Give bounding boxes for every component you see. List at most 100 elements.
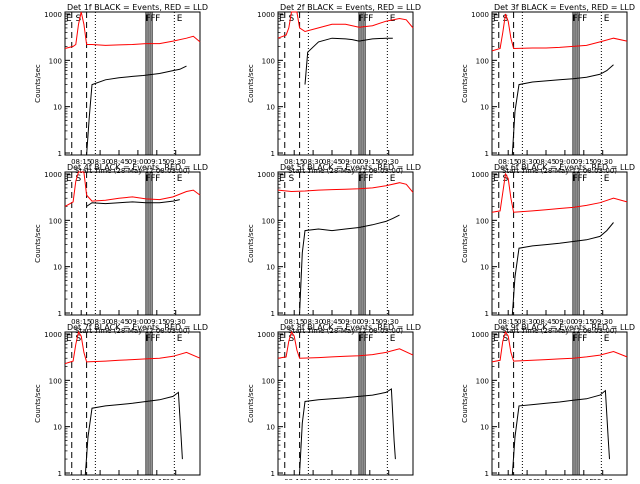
chart-title: Det 8f BLACK = Events, RED = LLD bbox=[280, 323, 421, 332]
segment-label: F bbox=[150, 174, 155, 184]
segment-label: F bbox=[573, 14, 578, 24]
segment-label: F bbox=[359, 174, 364, 184]
y-axis-label: Counts/sec bbox=[247, 64, 255, 103]
y-tick-label: 1000 bbox=[257, 331, 275, 339]
y-tick-label: 1 bbox=[58, 310, 62, 318]
plot-frame bbox=[277, 171, 414, 316]
y-tick-label: 1 bbox=[485, 150, 489, 158]
y-axis-label: Counts/sec bbox=[34, 384, 42, 423]
chart-panel: Det 4f BLACK = Events, RED = LLD 1 10 100 10… bbox=[34, 163, 208, 335]
y-tick-label: 1000 bbox=[471, 11, 489, 19]
series-line-lld bbox=[277, 182, 414, 193]
plot-frame bbox=[491, 331, 628, 476]
chart-title: Det 2f BLACK = Events, RED = LLD bbox=[280, 3, 421, 12]
x-tick-label: 08:45 bbox=[322, 318, 342, 326]
plot-frame bbox=[64, 11, 201, 156]
x-tick-label: 09:00 bbox=[341, 158, 361, 166]
y-tick-label: 1000 bbox=[44, 171, 62, 179]
x-tick-label: 08:45 bbox=[322, 158, 342, 166]
x-axis-label: Start Time (28-May-12 08:03:00) bbox=[502, 167, 617, 175]
y-tick-label: 1 bbox=[271, 470, 275, 478]
x-tick-label: 09:00 bbox=[555, 158, 575, 166]
y-axis-label: Counts/sec bbox=[247, 224, 255, 263]
x-axis-label: Start Time (28-May-12 08:03:00) bbox=[502, 327, 617, 335]
segment-label: E bbox=[604, 14, 610, 24]
segment-label: S bbox=[288, 334, 294, 344]
y-tick-label: 100 bbox=[476, 377, 489, 385]
segment-label: F bbox=[359, 334, 364, 344]
segment-label: S bbox=[75, 334, 81, 344]
x-tick-label: 08:15 bbox=[498, 318, 518, 326]
series-line-events bbox=[86, 199, 180, 207]
y-axis-label: Counts/sec bbox=[461, 64, 469, 103]
x-tick-label: 08:45 bbox=[109, 158, 129, 166]
series-line-lld bbox=[277, 11, 414, 39]
x-tick-label: 09:15 bbox=[360, 318, 380, 326]
y-tick-label: 10 bbox=[53, 424, 62, 432]
segment-label: F bbox=[155, 14, 160, 24]
segment-label: E bbox=[66, 334, 72, 344]
chart-title: Det 4f BLACK = Events, RED = LLD bbox=[67, 163, 208, 172]
segment-label: E bbox=[390, 174, 396, 184]
segment-label: F bbox=[582, 14, 587, 24]
segment-label: F bbox=[146, 174, 151, 184]
segment-label: E bbox=[177, 174, 183, 184]
y-tick-label: 10 bbox=[53, 264, 62, 272]
segment-label: F bbox=[363, 334, 368, 344]
series-line-lld bbox=[491, 13, 628, 52]
x-tick-label: 09:30 bbox=[593, 158, 613, 166]
segment-label: S bbox=[288, 14, 294, 24]
plot-frame bbox=[64, 171, 201, 316]
segment-label: E bbox=[604, 174, 610, 184]
series-line-lld bbox=[64, 330, 201, 365]
x-tick-label: 09:30 bbox=[379, 158, 399, 166]
series-line-lld bbox=[277, 330, 414, 359]
segment-label: S bbox=[75, 14, 81, 24]
segment-label: F bbox=[363, 14, 368, 24]
y-tick-label: 10 bbox=[266, 264, 275, 272]
series-line-events bbox=[84, 391, 183, 476]
y-axis-label: Counts/sec bbox=[247, 384, 255, 423]
segment-label: E bbox=[279, 174, 285, 184]
y-tick-label: 1 bbox=[485, 310, 489, 318]
segment-label: F bbox=[146, 14, 151, 24]
segment-label: E bbox=[493, 174, 499, 184]
y-tick-label: 100 bbox=[476, 217, 489, 225]
segment-label: S bbox=[75, 174, 81, 184]
segment-label: S bbox=[288, 174, 294, 184]
segment-label: E bbox=[390, 334, 396, 344]
series-line-events bbox=[511, 64, 614, 156]
series-line-events bbox=[304, 37, 393, 85]
chart-panel: Det 1f BLACK = Events, RED = LLD 1 10 100 10… bbox=[34, 3, 208, 175]
segment-label: F bbox=[368, 174, 373, 184]
series-line-lld bbox=[64, 11, 201, 49]
x-axis-label: Start Time (28-May-12 08:03:00) bbox=[75, 327, 190, 335]
y-axis-label: Counts/sec bbox=[34, 64, 42, 103]
segment-label: F bbox=[155, 174, 160, 184]
segment-label: F bbox=[368, 334, 373, 344]
segment-label: E bbox=[66, 14, 72, 24]
segment-label: F bbox=[150, 14, 155, 24]
chart-title: Det 5f BLACK = Events, RED = LLD bbox=[280, 163, 421, 172]
y-tick-label: 100 bbox=[49, 377, 62, 385]
plot-frame bbox=[277, 331, 414, 476]
y-tick-label: 10 bbox=[53, 104, 62, 112]
x-tick-label: 09:00 bbox=[341, 318, 361, 326]
y-tick-label: 1000 bbox=[257, 11, 275, 19]
x-tick-label: 08:15 bbox=[284, 318, 304, 326]
y-tick-label: 1000 bbox=[44, 331, 62, 339]
x-tick-label: 08:30 bbox=[303, 158, 323, 166]
x-tick-label: 08:30 bbox=[303, 318, 323, 326]
x-tick-label: 09:15 bbox=[147, 158, 167, 166]
plot-frame bbox=[491, 171, 628, 316]
x-tick-label: 09:00 bbox=[128, 158, 148, 166]
plot-frame bbox=[491, 11, 628, 156]
x-tick-label: 08:30 bbox=[90, 318, 110, 326]
y-axis-label: Counts/sec bbox=[34, 224, 42, 263]
x-tick-label: 08:15 bbox=[284, 158, 304, 166]
segment-label: F bbox=[150, 334, 155, 344]
chart-title: Det 9f BLACK = Events, RED = LLD bbox=[494, 323, 635, 332]
chart-panel: Det 5f BLACK = Events, RED = LLD 1 10 100 10… bbox=[247, 163, 421, 335]
y-tick-label: 100 bbox=[49, 57, 62, 65]
segment-label: F bbox=[573, 174, 578, 184]
